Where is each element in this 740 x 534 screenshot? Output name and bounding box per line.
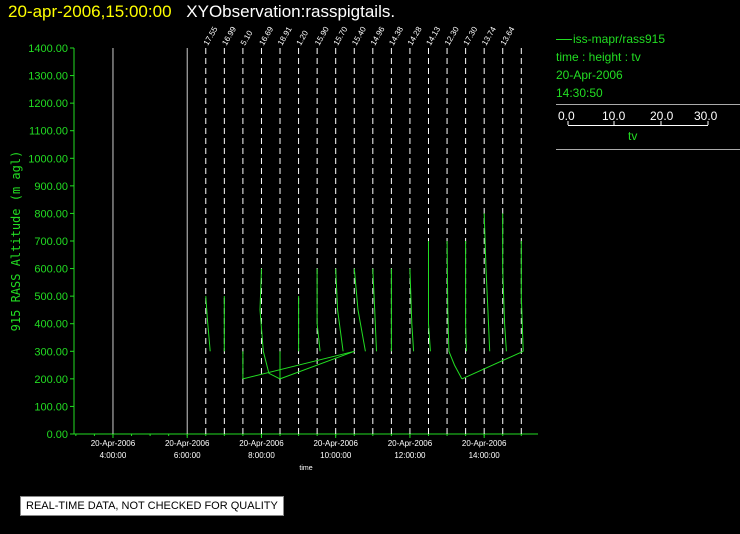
legend-scale-tick: 0.0 (558, 109, 575, 123)
profile-trace (353, 268, 366, 352)
legend-scale-unit: tv (628, 129, 638, 143)
legend-date: 20-Apr-2006 (556, 68, 623, 82)
x-tick-date: 20-Apr-2006 (388, 439, 433, 448)
x-tick-time: 14:00:00 (469, 451, 501, 460)
profile-label: 14.38 (387, 25, 405, 47)
y-tick-label: 1300.00 (28, 71, 68, 83)
profile-label: 12.30 (443, 25, 461, 47)
profile-label: 14.13 (424, 25, 442, 47)
legend-scale-tick: 20.0 (650, 109, 674, 123)
legend-scale: 0.0 10.0 20.0 30.0 tv (556, 107, 740, 147)
x-tick-time: 6:00:00 (174, 451, 201, 460)
profile-trace (409, 268, 415, 352)
x-tick-time: 4:00:00 (100, 451, 127, 460)
header-timestamp: 20-apr-2006,15:00:00 (8, 2, 172, 21)
y-tick-label: 300.00 (34, 346, 68, 358)
chart-title: XYObservation:rasspigtails. (186, 2, 396, 21)
y-tick-label: 200.00 (34, 374, 68, 386)
x-tick-date: 20-Apr-2006 (165, 439, 210, 448)
profile-label: 14.28 (406, 25, 424, 47)
x-tick-date: 20-Apr-2006 (239, 439, 284, 448)
y-tick-label: 900.00 (34, 181, 68, 193)
y-tick-label: 800.00 (34, 208, 68, 220)
legend-divider-top (556, 104, 740, 105)
profile-trace (446, 240, 463, 380)
profile-trace (483, 213, 491, 352)
profile-trace (259, 268, 281, 380)
y-axis-label: 915 RASS Altitude (m agl) (9, 151, 23, 332)
profile-label: 16.69 (257, 25, 275, 47)
x-tick-time: 10:00:00 (320, 451, 352, 460)
chart-header: 20-apr-2006,15:00:00 XYObservation:rassp… (8, 2, 395, 22)
profile-label: 18.91 (276, 25, 294, 47)
x-tick-time: 8:00:00 (248, 451, 275, 460)
profile-label: 14.96 (369, 25, 387, 47)
connector-trace (242, 350, 355, 380)
x-tick-time: 12:00:00 (394, 451, 426, 460)
profile-label: 15.70 (332, 25, 350, 47)
profile-label: 5.10 (239, 29, 255, 47)
quality-disclaimer: REAL-TIME DATA, NOT CHECKED FOR QUALITY (20, 496, 284, 516)
y-tick-label: 500.00 (34, 291, 68, 303)
y-tick-label: 1400.00 (28, 43, 68, 55)
profile-label: 17.30 (462, 25, 480, 47)
legend-fields: time : height : tv (556, 50, 641, 64)
x-tick-date: 20-Apr-2006 (91, 439, 136, 448)
y-tick-label: 600.00 (34, 264, 68, 276)
legend-series: iss-mapr/rass915 (556, 30, 740, 48)
profile-trace (502, 213, 507, 352)
profile-trace (465, 241, 467, 352)
legend-scale-tick: 30.0 (694, 109, 718, 123)
profile-label: 13.74 (480, 25, 498, 47)
y-tick-label: 1000.00 (28, 153, 68, 165)
y-tick-label: 400.00 (34, 319, 68, 331)
legend-scale-tick: 10.0 (602, 109, 626, 123)
legend-scale-axis (568, 125, 708, 126)
profile-trace (428, 241, 431, 352)
profile-trace (335, 268, 344, 352)
connector-trace (461, 350, 524, 380)
profile-trace (316, 268, 321, 352)
profile-label: 1.20 (295, 29, 311, 47)
x-axis-label: time (299, 465, 312, 472)
legend-scale-ticks (567, 121, 709, 125)
profile-trace (205, 296, 211, 352)
y-tick-label: 1200.00 (28, 98, 68, 110)
profile-label: 16.99 (220, 25, 238, 47)
legend-panel: iss-mapr/rass915 time : height : tv 20-A… (556, 30, 740, 152)
profile-label: 15.90 (313, 25, 331, 47)
profile-label: 17.55 (202, 25, 220, 47)
y-tick-label: 1100.00 (29, 126, 68, 138)
x-tick-date: 20-Apr-2006 (313, 439, 358, 448)
legend-line-swatch (556, 39, 572, 41)
profile-trace (520, 241, 524, 352)
profile-label: 15.40 (350, 25, 368, 47)
connector-trace (279, 350, 355, 380)
profile-label: 13.64 (499, 25, 517, 47)
y-tick-label: 100.00 (34, 401, 68, 413)
profile-trace (372, 268, 377, 352)
legend-divider-bottom (556, 149, 740, 150)
y-tick-label: 0.00 (47, 429, 68, 441)
legend-time: 14:30:50 (556, 86, 603, 100)
y-tick-label: 700.00 (34, 236, 68, 248)
legend-series-label: iss-mapr/rass915 (573, 32, 666, 46)
x-tick-date: 20-Apr-2006 (462, 439, 507, 448)
